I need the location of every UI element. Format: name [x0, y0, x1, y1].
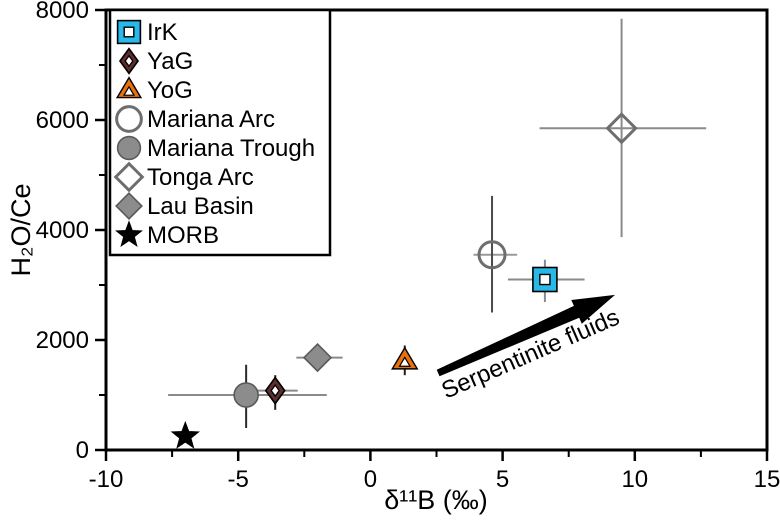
marker-diamond	[605, 112, 638, 145]
x-tick-label: -10	[89, 466, 124, 493]
x-tick-label: -5	[228, 466, 249, 493]
x-tick-label: 15	[754, 466, 780, 493]
legend-box	[108, 8, 332, 257]
marker-diamond	[302, 342, 333, 373]
marker-diamond-center	[270, 384, 281, 398]
y-tick-label: 4000	[36, 217, 89, 244]
legend-label-mariana-arc: Mariana Arc	[147, 106, 275, 133]
legend-label-morb: MORB	[147, 222, 219, 249]
x-axis-label: δ¹¹B (‰)	[384, 485, 488, 515]
marker-circle	[115, 105, 143, 133]
y-tick-label: 0	[76, 437, 89, 464]
legend-label-irk: IrK	[147, 19, 178, 46]
marker-circle	[477, 240, 507, 270]
marker-diamond	[113, 161, 145, 193]
x-tick-label: 10	[621, 466, 648, 493]
y-tick-label: 8000	[36, 0, 89, 24]
marker-triangle-center	[398, 356, 412, 367]
marker-diamond-center	[124, 54, 134, 68]
x-tick-label: 5	[496, 466, 509, 493]
data-points	[168, 18, 707, 449]
legend-label-yag: YaG	[147, 48, 193, 75]
legend-label-tonga-arc: Tonga Arc	[147, 164, 254, 191]
marker-triangle-center	[122, 85, 136, 96]
annotation-text: Serpentinite fluids	[438, 304, 624, 405]
marker-circle	[116, 135, 142, 161]
y-tick-label: 2000	[36, 327, 89, 354]
legend-label-mariana-trough: Mariana Trough	[147, 135, 315, 162]
axis-ticks: -10 -5 0 5 10 15 0 2000 4000 6000 8000	[36, 0, 780, 493]
marker-circle	[233, 382, 259, 408]
y-tick-label: 6000	[36, 107, 89, 134]
x-tick-label: 0	[364, 466, 377, 493]
marker-star	[115, 220, 143, 247]
marker-square-center	[123, 26, 135, 38]
legend-label-lau-basin: Lau Basin	[147, 193, 254, 220]
marker-star	[170, 420, 200, 449]
marker-square-center	[539, 273, 551, 286]
y-axis-label: H₂O/Ce	[6, 184, 36, 277]
serpentinite-arrow-icon	[436, 294, 615, 377]
annotation-group: Serpentinite fluids	[436, 294, 624, 405]
legend-label-yog: YoG	[147, 77, 193, 104]
marker-diamond	[115, 192, 143, 220]
